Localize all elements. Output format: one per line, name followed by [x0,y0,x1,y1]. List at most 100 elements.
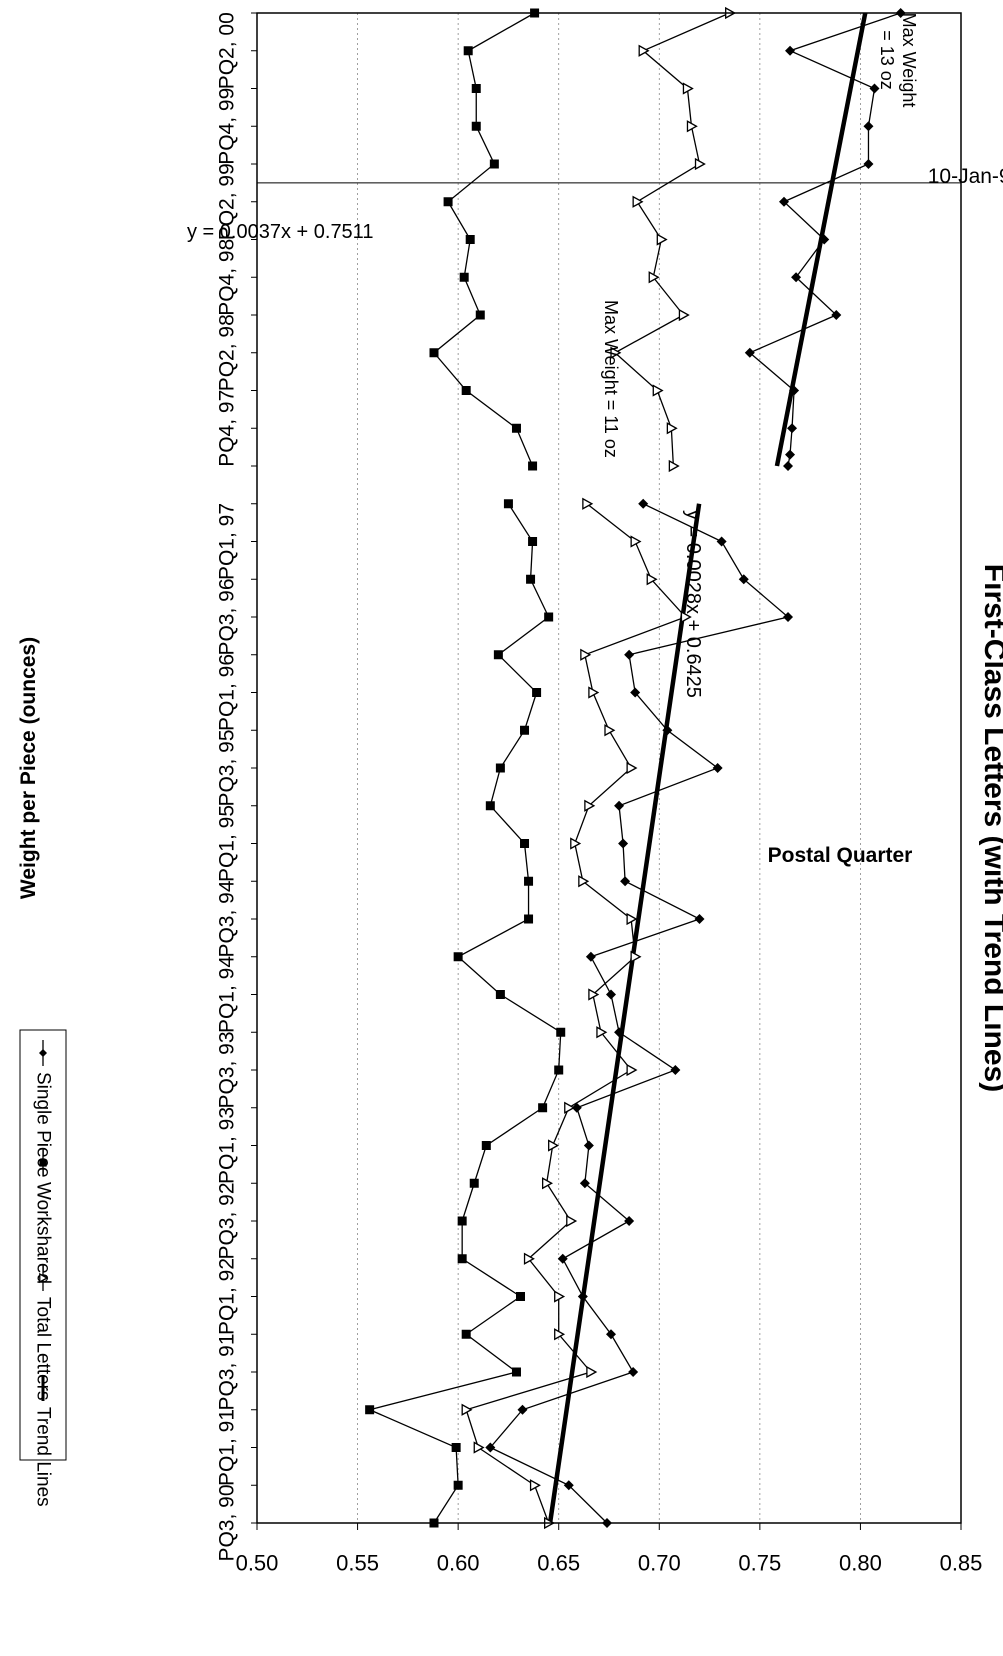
legend-box [19,1029,67,1461]
point-total-letters-0-8 [566,1214,578,1228]
point-workshared-0-9 [469,1178,479,1188]
point-workshared-1-11 [463,46,473,56]
x-tick-label-7: PQ1, 94 [216,956,239,1033]
legend-marker-total-letters [39,1272,49,1284]
point-total-letters-0-26 [630,535,642,548]
point-workshared-0-8 [457,1216,467,1226]
point-single-piece-1-1 [785,449,796,460]
point-total-letters-0-10 [548,1139,560,1152]
y-tick-label-1: 0.80 [839,1551,882,1576]
point-single-piece-0-2 [485,1442,496,1453]
point-workshared-0-11 [538,1103,548,1113]
point-total-letters-1-0 [668,459,680,473]
x-tick-label-3: PQ1, 92 [216,1258,239,1335]
point-total-letters-0-6 [554,1290,566,1303]
point-workshared-0-20 [495,763,505,773]
point-single-piece-0-13 [614,1027,625,1038]
x-tick-label-14: PQ4, 97 [216,390,239,467]
point-workshared-0-4 [511,1367,521,1377]
annotation-max-weight-13-line2: = 13 oz [877,30,897,90]
point-single-piece-0-5 [606,1329,617,1340]
point-single-piece-0-18 [618,838,629,849]
point-total-letters-1-9 [686,120,698,133]
point-workshared-0-7 [457,1254,467,1264]
x-tick-label-4: PQ3, 92 [216,1182,239,1259]
y-tick-label-3: 0.70 [638,1551,681,1576]
point-total-letters-0-21 [604,724,616,737]
x-tick-label-1: PQ1, 91 [216,1409,239,1486]
point-single-piece-1-4 [744,347,755,358]
legend-label-workshared: Workshared [33,1182,54,1284]
point-total-letters-1-7 [632,195,644,208]
point-total-letters-0-16 [626,912,638,926]
point-total-letters-0-4 [586,1365,598,1379]
point-workshared-0-1 [453,1480,463,1490]
point-total-letters-0-9 [541,1177,553,1190]
point-single-piece-0-16 [694,914,705,924]
point-workshared-1-7 [443,197,453,207]
point-single-piece-1-10 [863,121,874,132]
legend: Single Piece Workshared Total Letters Trend… [19,1029,67,1507]
point-workshared-0-10 [481,1141,491,1150]
point-total-letters-0-23 [580,648,592,661]
point-total-letters-1-1 [666,422,678,435]
annotation-max-weight-13-line1: Max Weight [899,13,919,108]
series-total-letters [461,6,737,1530]
point-total-letters-0-19 [584,799,596,812]
point-workshared-0-23 [493,650,503,660]
point-workshared-0-13 [556,1027,566,1037]
point-single-piece-0-15 [585,951,596,962]
y-tick-label-2: 0.75 [738,1551,781,1576]
point-workshared-0-19 [485,801,495,811]
point-single-piece-0-27 [638,498,649,509]
trend-line-0 [547,503,702,1524]
point-workshared-1-5 [459,272,469,282]
y-axis-title: Weight per Piece (ounces) [17,637,40,899]
series-line-workshared-0 [367,503,562,1524]
series-line-single-piece-0 [489,503,790,1524]
point-total-letters-0-11 [564,1101,576,1114]
point-workshared-1-10 [471,84,481,93]
y-axis-ticks: 0.85 0.80 0.75 0.70 0.65 0.60 0.55 0.50 [236,1523,982,1576]
point-total-letters-0-25 [646,573,658,586]
legend-marker-single-piece [39,1049,47,1057]
point-workshared-1-8 [489,159,499,169]
point-workshared-0-18 [520,839,530,848]
point-single-piece-0-11 [571,1102,582,1113]
point-workshared-0-26 [528,537,538,546]
point-total-letters-0-5 [554,1328,566,1341]
x-tick-label-18: PQ4, 99 [216,88,239,165]
legend-label-total-letters: Total Letters [33,1297,54,1401]
point-single-piece-0-6 [577,1291,588,1302]
trend-lines [547,12,868,1524]
point-total-letters-1-4 [678,308,690,322]
x-tick-label-10: PQ3, 95 [216,729,239,806]
point-single-piece-0-10 [583,1140,594,1151]
point-workshared-1-0 [528,461,538,471]
series-line-total-letters-0 [465,503,687,1524]
point-single-piece-0-1 [563,1480,574,1491]
point-total-letters-0-12 [626,1063,638,1077]
point-total-letters-0-2 [473,1441,485,1454]
point-total-letters-0-7 [523,1252,535,1265]
point-workshared-0-3 [365,1405,375,1415]
point-total-letters-0-13 [596,1026,608,1039]
point-workshared-0-24 [544,612,554,622]
point-single-piece-0-17 [620,876,631,887]
point-single-piece-0-7 [557,1253,568,1264]
point-total-letters-0-3 [461,1403,473,1416]
point-single-piece-0-9 [579,1178,590,1189]
point-workshared-0-22 [532,688,542,697]
point-total-letters-0-1 [529,1479,541,1492]
y-tick-label-6: 0.55 [336,1551,379,1576]
series-single-piece [485,8,906,1528]
point-workshared-1-1 [511,423,521,433]
point-total-letters-1-5 [648,271,660,284]
point-single-piece-0-4 [628,1367,639,1377]
trend-equation-1: y = 0.0028x + 0.6425 [682,510,704,698]
point-workshared-0-21 [520,725,530,735]
point-single-piece-1-9 [863,159,874,169]
point-single-piece-0-22 [630,687,641,698]
